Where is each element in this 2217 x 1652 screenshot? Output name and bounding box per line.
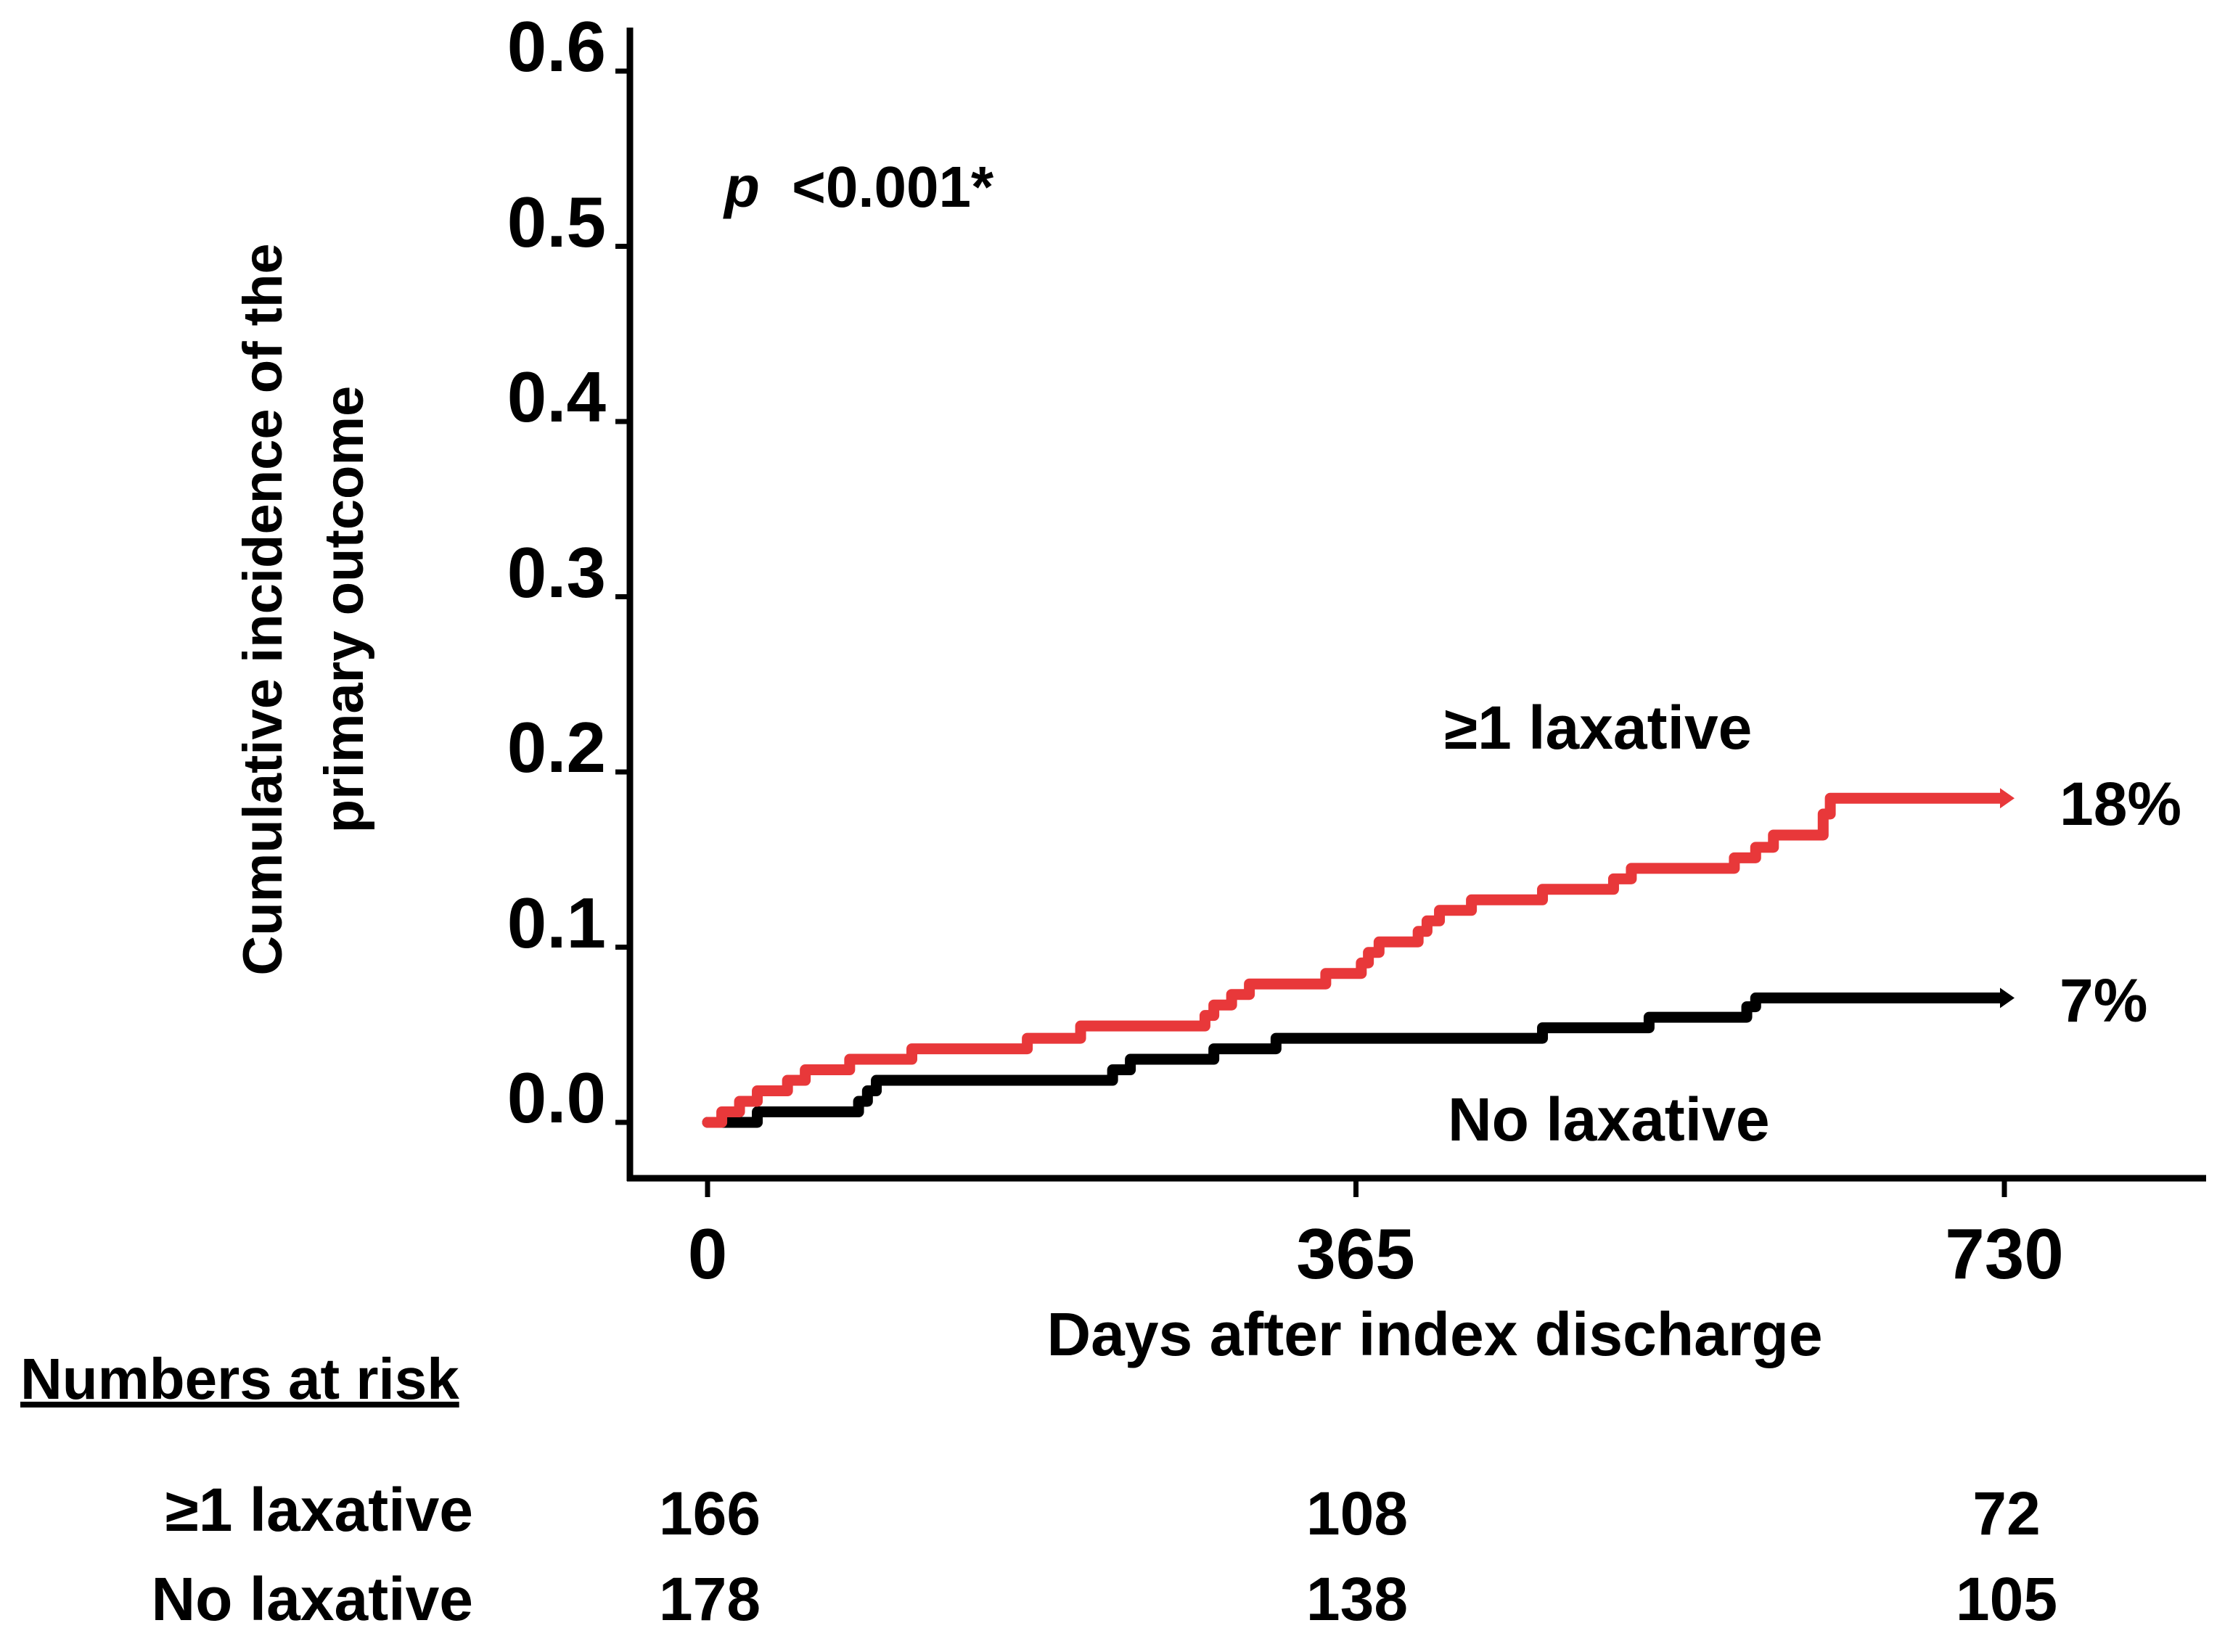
x-tick-label: 0 xyxy=(688,1214,728,1294)
y-tick-label: 0.1 xyxy=(507,883,606,963)
series-line-no-laxative xyxy=(702,993,2010,1128)
x-tick-label: 730 xyxy=(1945,1214,2064,1294)
y-tick-label: 0.0 xyxy=(507,1058,606,1138)
p-value: <0.001* xyxy=(792,155,994,219)
y-tick-label: 0.4 xyxy=(507,357,606,437)
risk-value: 72 xyxy=(1972,1479,2040,1548)
risk-table-header: Numbers at risk xyxy=(20,1347,459,1411)
y-tick-label: 0.5 xyxy=(507,182,606,262)
risk-row-label-laxative: ≥1 laxative xyxy=(165,1476,473,1544)
p-italic: p xyxy=(723,155,760,219)
series-end-label-laxative: 18% xyxy=(2060,770,2181,838)
p-value-annotation: p <0.001* xyxy=(723,155,994,219)
y-tick-label: 0.3 xyxy=(507,533,606,612)
y-axis-title-line1: Cumulative incidence of the xyxy=(232,243,294,975)
y-axis-title-line2: primary outcome xyxy=(314,386,375,834)
y-tick-label: 0.6 xyxy=(507,7,606,86)
series-line-laxative xyxy=(702,792,2010,1128)
x-axis-title: Days after index discharge xyxy=(1046,1300,1822,1368)
risk-value: 105 xyxy=(1956,1565,2057,1633)
y-tick-label: 0.2 xyxy=(507,707,606,787)
risk-row-label-no-laxative: No laxative xyxy=(151,1565,473,1633)
x-tick-label: 365 xyxy=(1296,1214,1415,1294)
risk-value: 138 xyxy=(1306,1565,1408,1633)
series-label-laxative: ≥1 laxative xyxy=(1444,694,1752,762)
risk-value: 178 xyxy=(659,1565,761,1633)
series-end-marker-laxative xyxy=(2000,788,2015,809)
series-end-label-no-laxative: 7% xyxy=(2060,966,2147,1035)
series-end-marker-no-laxative xyxy=(2000,987,2015,1008)
series-label-no-laxative: No laxative xyxy=(1448,1085,1770,1154)
risk-value: 108 xyxy=(1306,1479,1408,1548)
risk-value: 166 xyxy=(659,1479,761,1548)
